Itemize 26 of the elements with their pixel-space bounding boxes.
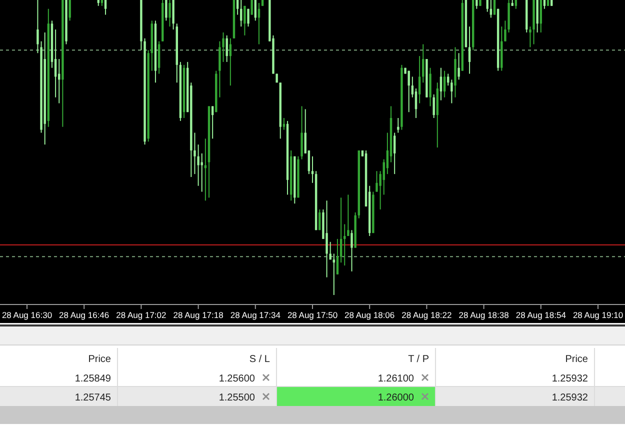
x-tick-label: 28 Aug 17:50: [287, 310, 338, 320]
candlestick: [332, 254, 336, 295]
x-tick-label: 28 Aug 17:18: [173, 310, 224, 320]
text: 1.26100: [378, 374, 414, 384]
x-tick-label: 28 Aug 18:06: [344, 310, 395, 320]
x-tick-label: 28 Aug 16:46: [59, 310, 110, 320]
text: 1.25745: [74, 392, 111, 404]
text: 1.25849: [74, 374, 111, 384]
x-tick-label: 28 Aug 19:10: [572, 310, 624, 320]
text: 1.25600: [218, 374, 255, 384]
x-tick-label: 28 Aug 16:30: [2, 310, 52, 320]
category-label: Price: [88, 354, 112, 365]
text: 1.25500: [218, 392, 255, 404]
candlestick: [204, 138, 207, 201]
x-tick-label: 28 Aug 18:22: [402, 310, 452, 320]
candlestick: [344, 224, 346, 266]
text: 1.26000: [378, 392, 414, 404]
text: 1.25932: [552, 392, 588, 404]
category-label: Price: [565, 354, 588, 365]
x-tick-label: 28 Aug 17:34: [230, 310, 281, 320]
x-tick-label: 28 Aug 18:38: [458, 310, 510, 320]
x-tick-label: 28 Aug 18:54: [516, 310, 566, 320]
text: 1.25932: [552, 374, 588, 384]
category-label: S / L: [249, 354, 270, 365]
x-tick-label: 28 Aug 17:02: [116, 310, 167, 320]
category-label: T / P: [408, 354, 430, 365]
